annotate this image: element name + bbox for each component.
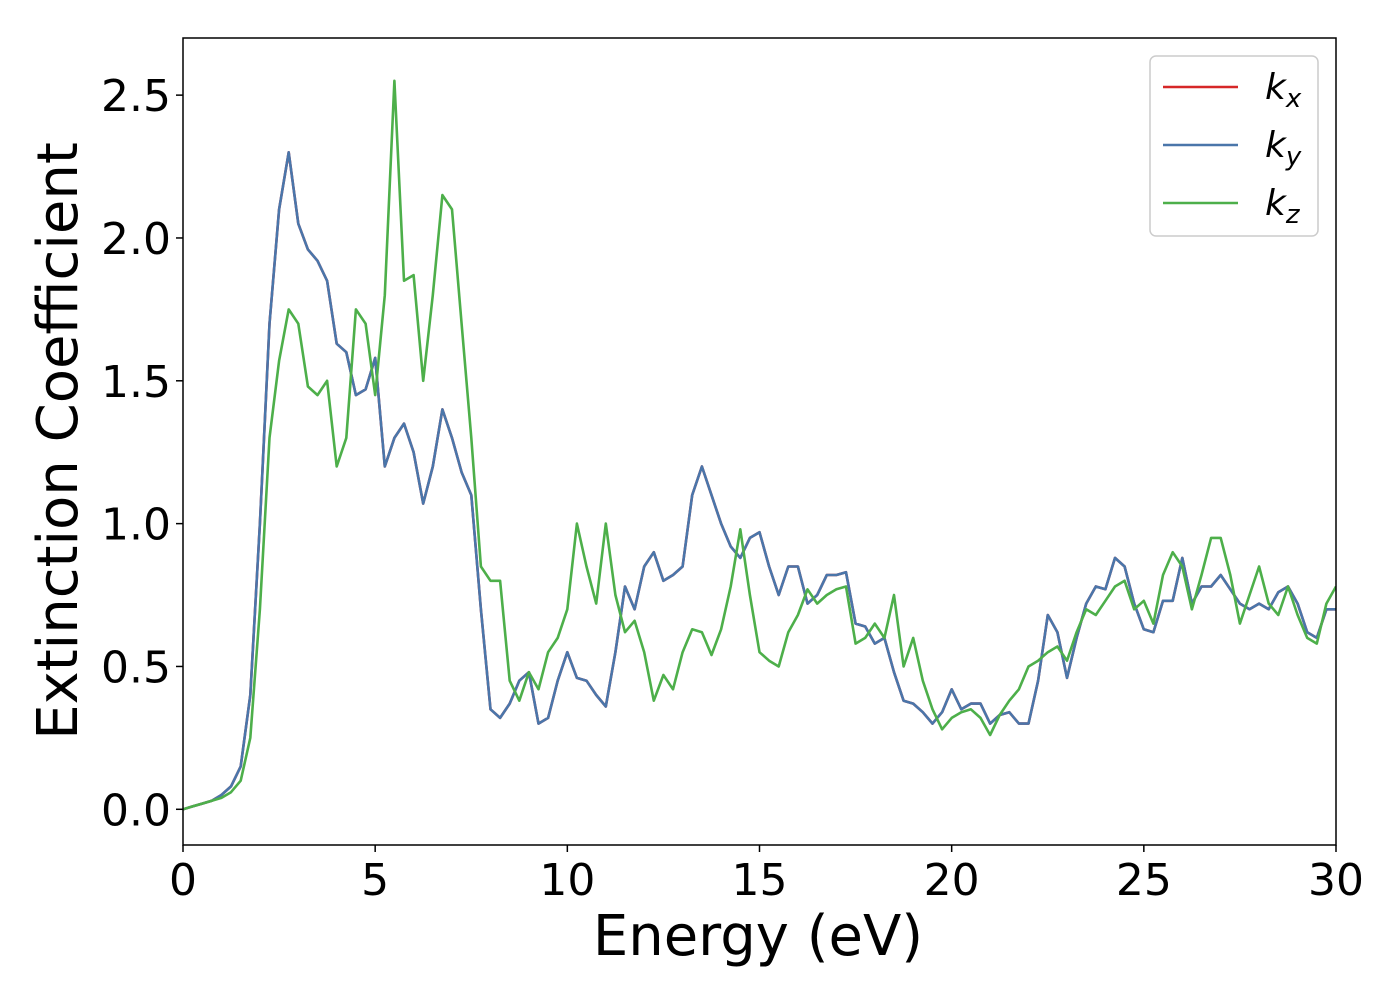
x-tick-label: 15: [732, 855, 788, 906]
legend-label: kx: [1265, 67, 1302, 114]
series-line: [183, 79, 1336, 811]
x-tick-label: 25: [1116, 855, 1172, 906]
legend-label: ky: [1265, 125, 1302, 172]
y-tick-label: 2.5: [101, 71, 171, 122]
x-tick-label: 30: [1308, 855, 1364, 906]
y-tick-label: 0.0: [101, 785, 171, 836]
x-axis-label: Energy (eV): [593, 904, 923, 969]
x-tick-label: 10: [539, 855, 595, 906]
x-tick-label: 20: [924, 855, 980, 906]
legend-label: kz: [1265, 183, 1301, 230]
y-tick-label: 1.0: [101, 500, 171, 551]
plot-frame: [182, 37, 1337, 846]
y-tick-label: 0.5: [101, 642, 171, 693]
x-tick-label: 5: [361, 855, 389, 906]
series-line: [183, 151, 1336, 811]
series-line: [183, 151, 1336, 811]
y-axis-label: Extinction Coefficient: [26, 142, 91, 740]
y-tick-label: 2.0: [101, 214, 171, 265]
y-tick-label: 1.5: [101, 357, 171, 408]
x-tick-label: 0: [169, 855, 197, 906]
